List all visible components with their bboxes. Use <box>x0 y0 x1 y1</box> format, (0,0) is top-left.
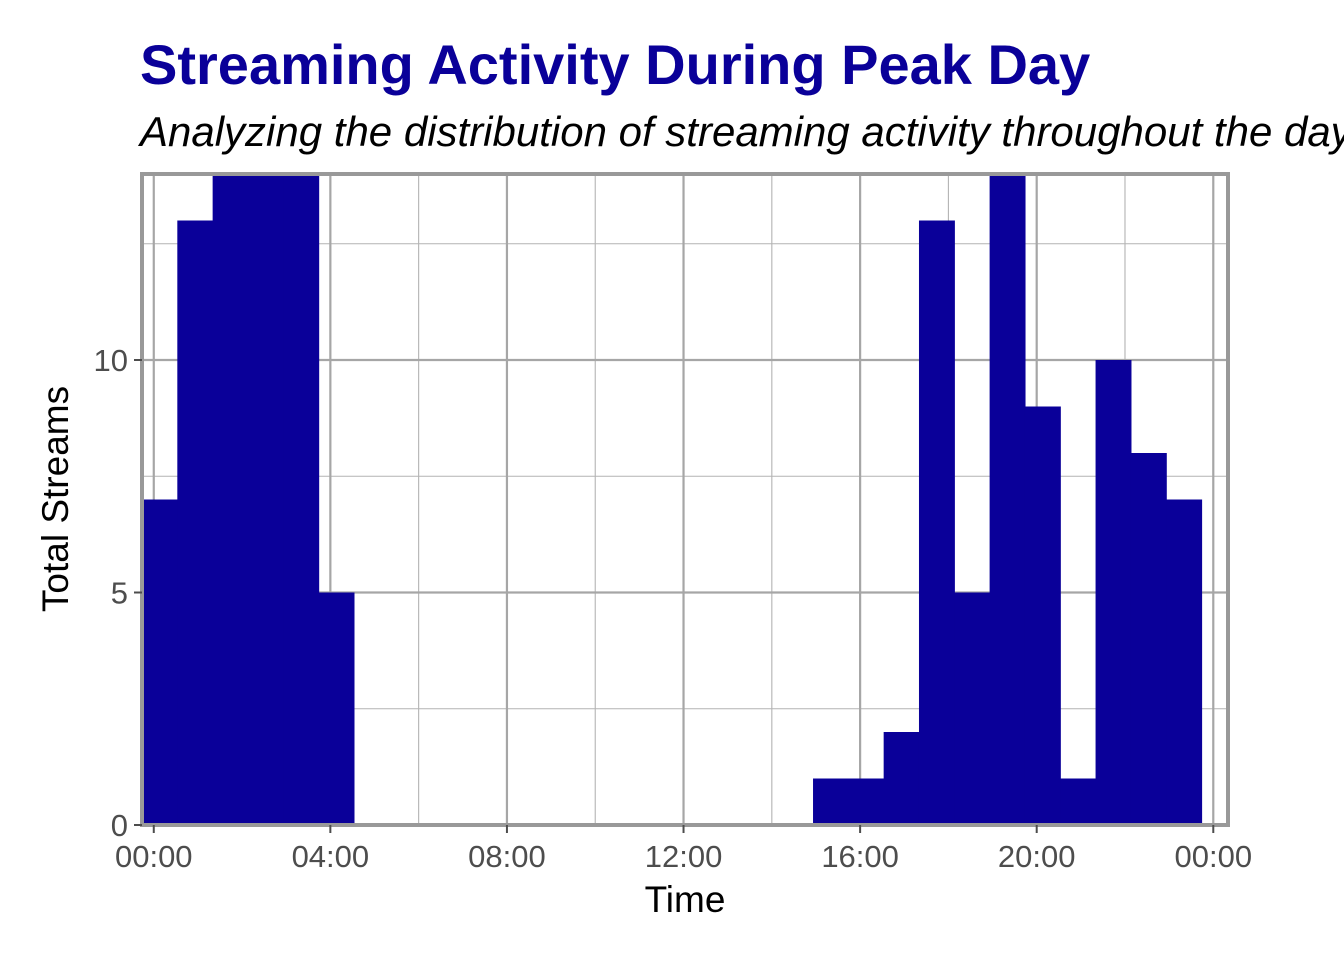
y-axis-ticks: 0 5 10 <box>94 343 142 843</box>
histogram-bar <box>177 220 214 825</box>
x-tick-label: 12:00 <box>645 839 723 874</box>
histogram-bar <box>1166 499 1203 825</box>
x-tick-label: 00:00 <box>1174 839 1252 874</box>
histogram-bar <box>318 592 355 825</box>
histogram-bar <box>989 174 1026 825</box>
x-tick-label: 20:00 <box>998 839 1076 874</box>
histogram-bar <box>1024 406 1061 825</box>
histogram-bar <box>883 732 920 825</box>
histogram-bar <box>1130 453 1167 825</box>
histogram-bar <box>918 220 955 825</box>
y-tick-label: 10 <box>94 343 128 378</box>
chart-subtitle: Analyzing the distribution of streaming … <box>137 108 1344 155</box>
x-tick-label: 16:00 <box>821 839 899 874</box>
y-axis-title: Total Streams <box>35 386 76 612</box>
panel-border <box>140 172 1230 827</box>
histogram-bar <box>954 592 991 825</box>
histogram-bar <box>212 174 249 825</box>
chart-title: Streaming Activity During Peak Day <box>140 33 1090 96</box>
histogram-bar <box>247 174 284 825</box>
histogram-bar <box>813 778 849 825</box>
histogram-bar <box>142 499 178 825</box>
histogram-bar <box>1095 360 1132 825</box>
x-axis-ticks: 00:00 04:00 08:00 12:00 16:00 20:00 00:00 <box>115 825 1252 874</box>
bars <box>142 174 1203 825</box>
histogram-bar <box>283 174 320 825</box>
y-tick-label: 5 <box>111 576 128 611</box>
histogram-bar <box>848 778 885 825</box>
y-tick-label: 0 <box>111 808 128 843</box>
x-tick-label: 00:00 <box>115 839 193 874</box>
x-tick-label: 08:00 <box>468 839 546 874</box>
x-tick-label: 04:00 <box>292 839 370 874</box>
x-axis-title: Time <box>645 879 726 920</box>
histogram-bar <box>1060 778 1097 825</box>
